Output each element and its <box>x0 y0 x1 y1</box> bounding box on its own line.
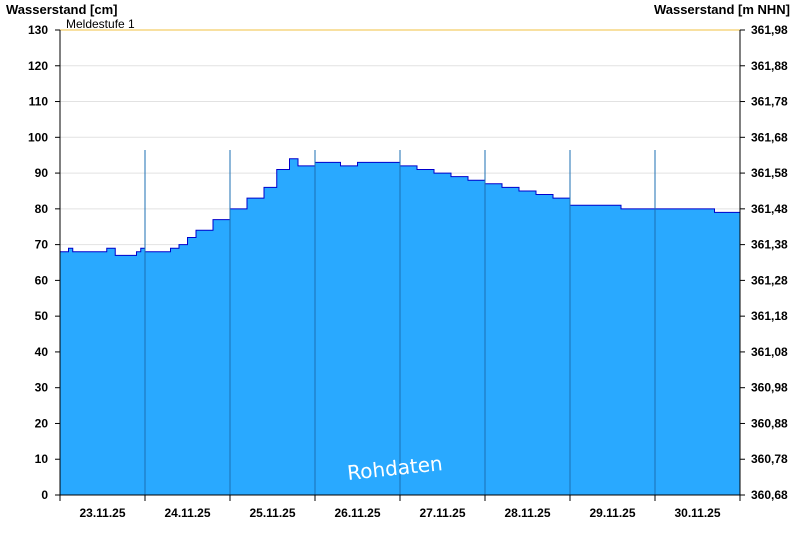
x-tick-label: 27.11.25 <box>419 506 465 520</box>
right-tick-label: 360,88 <box>751 416 788 430</box>
x-tick-label: 26.11.25 <box>334 506 380 520</box>
right-tick-label: 361,88 <box>751 59 788 73</box>
right-tick-label: 360,68 <box>751 488 788 502</box>
right-tick-label: 361,48 <box>751 202 788 216</box>
right-tick-label: 360,98 <box>751 381 788 395</box>
left-tick-label: 80 <box>35 202 49 216</box>
right-y-ticks: 360,68 360,78 360,88 360,98 361,08 361,18 361,… <box>740 23 788 502</box>
water-level-line <box>60 158 741 256</box>
x-tick-label: 24.11.25 <box>164 506 210 520</box>
right-tick-label: 361,08 <box>751 345 788 359</box>
x-tick-label: 30.11.25 <box>674 506 720 520</box>
right-tick-label: 361,28 <box>751 273 788 287</box>
threshold-label: Meldestufe 1 <box>66 17 135 31</box>
left-tick-label: 50 <box>35 309 49 323</box>
left-tick-label: 120 <box>28 59 48 73</box>
left-tick-label: 60 <box>35 273 49 287</box>
left-tick-label: 20 <box>35 416 49 430</box>
left-tick-label: 10 <box>35 452 49 466</box>
right-tick-label: 361,38 <box>751 238 788 252</box>
x-tick-label: 29.11.25 <box>589 506 635 520</box>
left-tick-label: 100 <box>28 130 48 144</box>
left-tick-label: 90 <box>35 166 49 180</box>
day-separator-lines <box>144 150 656 495</box>
right-tick-label: 361,58 <box>751 166 788 180</box>
right-axis-title: Wasserstand [m NHN] <box>654 2 790 17</box>
left-tick-label: 30 <box>35 381 49 395</box>
left-tick-label: 70 <box>35 238 49 252</box>
left-y-ticks: 0 10 20 30 40 50 60 70 80 90 100 110 120 130 <box>28 23 60 502</box>
right-tick-label: 360,78 <box>751 452 788 466</box>
right-tick-label: 361,78 <box>751 95 788 109</box>
x-tick-label: 25.11.25 <box>249 506 295 520</box>
left-tick-label: 130 <box>28 23 48 37</box>
x-tick-label: 28.11.25 <box>504 506 550 520</box>
left-tick-label: 110 <box>29 95 49 109</box>
x-tick-label: 23.11.25 <box>79 506 125 520</box>
right-tick-label: 361,18 <box>751 309 788 323</box>
left-axis-title: Wasserstand [cm] <box>6 2 118 17</box>
left-tick-label: 40 <box>35 345 49 359</box>
right-tick-label: 361,98 <box>751 23 788 37</box>
x-ticks: 23.11.25 24.11.25 25.11.25 26.11.25 27.11.25… <box>59 495 741 520</box>
right-tick-label: 361,68 <box>751 130 788 144</box>
left-tick-label: 0 <box>41 488 48 502</box>
